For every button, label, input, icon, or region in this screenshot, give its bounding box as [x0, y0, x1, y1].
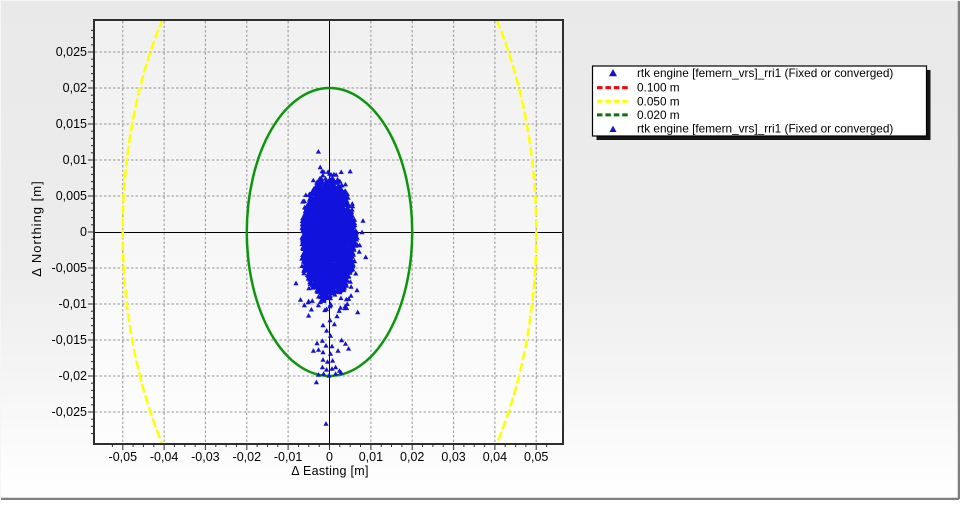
svg-text:-0,025: -0,025 [52, 405, 87, 419]
svg-text:0,005: 0,005 [56, 189, 87, 203]
svg-text:rtk engine [femern_vrs]_rri1 (: rtk engine [femern_vrs]_rri1 (Fixed or c… [637, 66, 893, 80]
svg-text:-0,015: -0,015 [52, 333, 87, 347]
svg-text:0.100 m: 0.100 m [637, 81, 680, 95]
svg-text:rtk engine [femern_vrs]_rri1 (: rtk engine [femern_vrs]_rri1 (Fixed or c… [637, 121, 893, 135]
svg-text:0,03: 0,03 [441, 450, 465, 464]
svg-text:-0,01: -0,01 [59, 297, 88, 311]
svg-text:Δ Northing [m]: Δ Northing [m] [29, 180, 44, 276]
svg-text:0.020 m: 0.020 m [637, 108, 680, 122]
svg-text:0,02: 0,02 [63, 81, 87, 95]
svg-text:0,025: 0,025 [56, 45, 87, 59]
svg-text:0,01: 0,01 [63, 153, 87, 167]
svg-text:-0,04: -0,04 [150, 450, 179, 464]
svg-text:0: 0 [326, 450, 333, 464]
svg-text:-0,02: -0,02 [59, 369, 88, 383]
svg-text:0,015: 0,015 [56, 117, 87, 131]
svg-text:-0,005: -0,005 [52, 261, 87, 275]
svg-text:0.050 m: 0.050 m [637, 94, 680, 108]
svg-text:-0,02: -0,02 [233, 450, 262, 464]
svg-text:0,05: 0,05 [524, 450, 548, 464]
svg-text:0,01: 0,01 [359, 450, 383, 464]
svg-text:0,02: 0,02 [400, 450, 424, 464]
svg-text:0,04: 0,04 [483, 450, 507, 464]
svg-text:-0,01: -0,01 [274, 450, 303, 464]
svg-text:Δ Easting [m]: Δ Easting [m] [291, 464, 369, 478]
svg-text:0: 0 [80, 225, 87, 239]
svg-text:-0,03: -0,03 [191, 450, 220, 464]
svg-text:-0,05: -0,05 [109, 450, 138, 464]
